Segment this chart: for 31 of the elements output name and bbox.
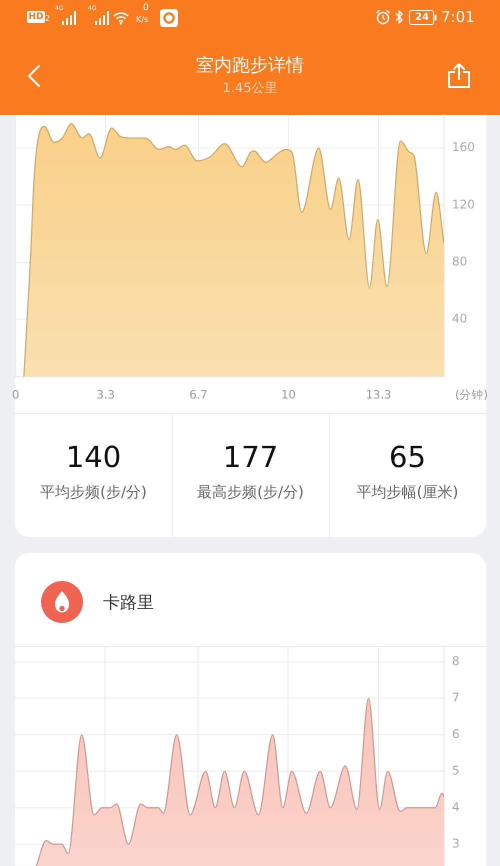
x-tick-label: 3.3 (96, 387, 115, 402)
chart-title: 卡路里 (103, 592, 154, 615)
y-tick-label: 160 (452, 140, 475, 154)
text: 0 (143, 3, 149, 14)
y-tick-label: 7 (452, 690, 460, 704)
chart-title: 室内跑步详情 (196, 54, 304, 78)
text: 平均步频(步/分) (40, 482, 147, 503)
x-tick-label: 10 (281, 387, 296, 402)
y-tick-label: 5 (452, 763, 460, 778)
y-tick-label: 40 (452, 311, 468, 326)
text: 177 (222, 439, 278, 475)
y-tick-label: 8 (452, 654, 460, 668)
y-tick-label: 120 (452, 197, 475, 212)
x-tick-label: 0 (12, 387, 20, 402)
text: 65 (389, 439, 426, 475)
text: 最高步频(步/分) (197, 482, 304, 503)
text: 24 (411, 10, 433, 25)
text: 140 (66, 439, 122, 475)
x-axis-title: (分钟) (455, 387, 488, 402)
x-tick-label: 13.3 (366, 387, 392, 402)
text: 2 (45, 14, 50, 24)
x-tick-label: 6.7 (189, 387, 208, 402)
text: K/s (136, 15, 148, 25)
text: 平均步幅(厘米) (356, 482, 458, 503)
text: HD (27, 11, 46, 23)
chart-subtitle: 1.45公里 (222, 80, 278, 98)
y-tick-label: 6 (452, 726, 460, 741)
y-tick-label: 4 (452, 800, 460, 814)
text: 7:01 (441, 8, 475, 26)
y-tick-label: 3 (452, 836, 460, 850)
y-tick-label: 80 (452, 254, 468, 268)
